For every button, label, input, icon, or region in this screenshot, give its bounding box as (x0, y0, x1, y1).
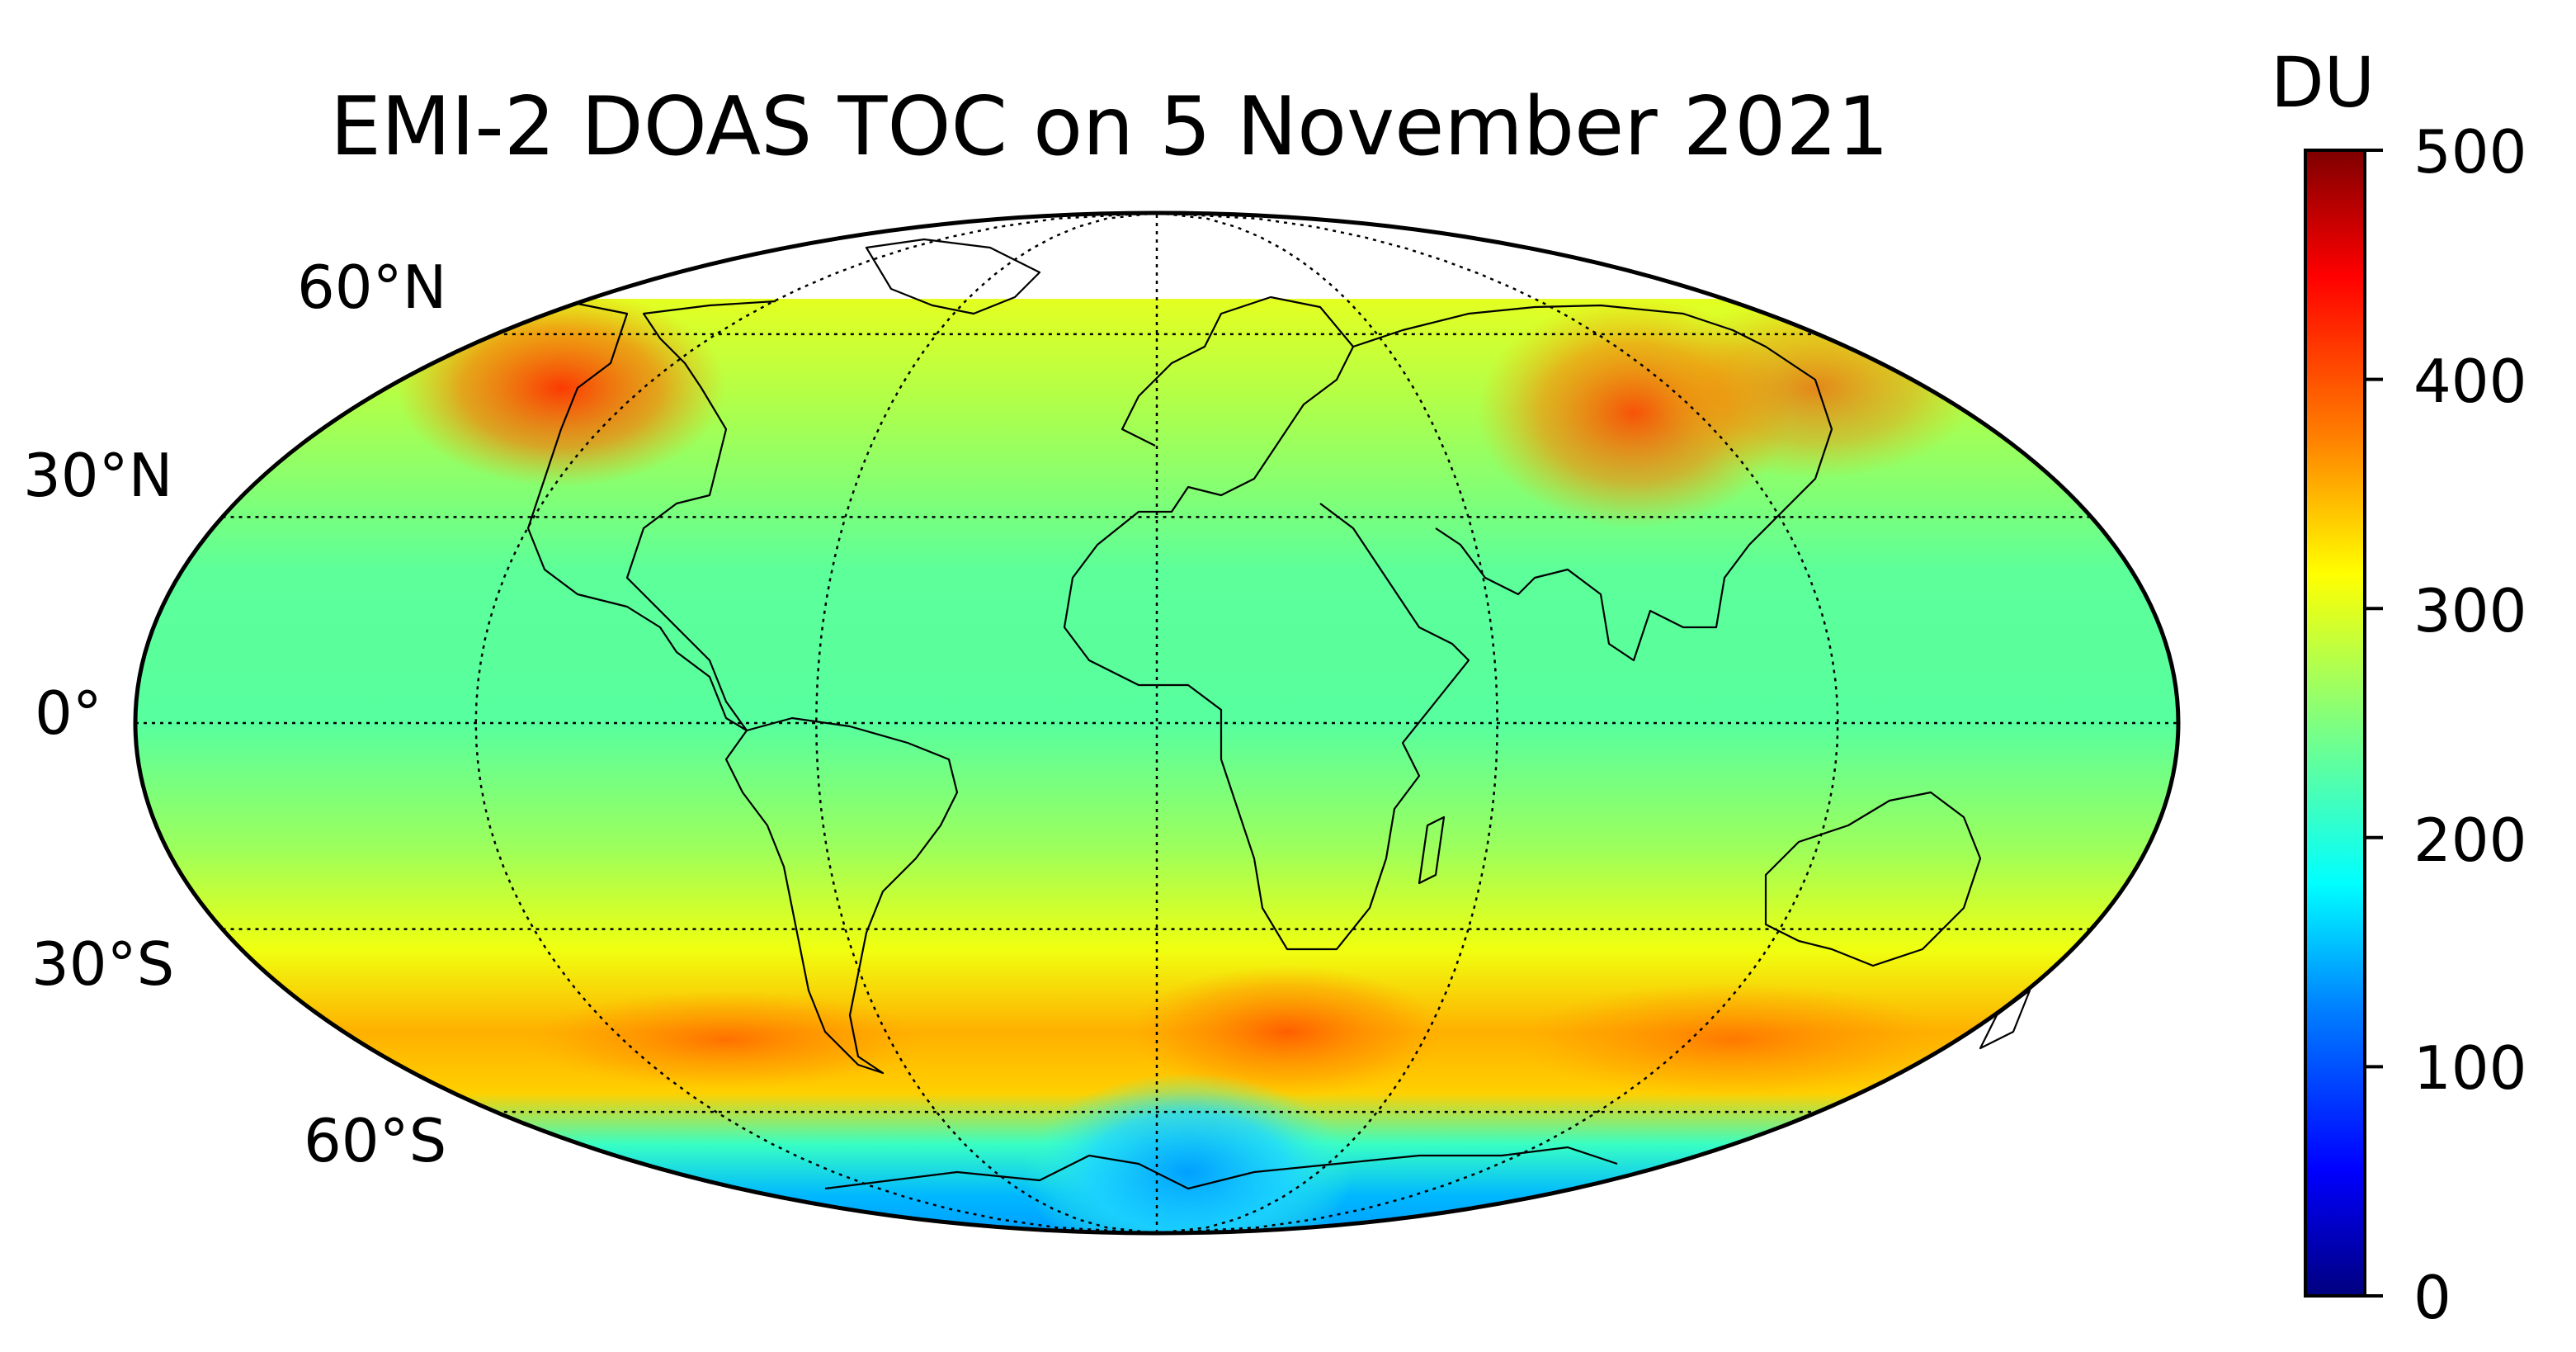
coastline-australia (1764, 791, 1982, 967)
lat-label-30s: 30°S (31, 929, 175, 999)
coastline-asia (1352, 304, 1833, 662)
colorbar-tick-100: 100 (2413, 1033, 2527, 1103)
colorbar-unit: DU (2271, 42, 2375, 123)
coastline-antarctica (824, 1146, 1618, 1190)
meridian-line (474, 211, 1158, 1235)
southern-indian-ocean-maximum (1130, 966, 1444, 1098)
graticule (135, 211, 2178, 1235)
coastline-south-america (724, 716, 959, 1075)
antarctic-ozone-hole (1023, 1073, 1353, 1233)
lat-label-30n: 30°N (23, 441, 173, 510)
map-title: EMI-2 DOAS TOC on 5 November 2021 (330, 80, 1890, 174)
meridian-line (1156, 211, 1839, 1235)
map-boundary (133, 210, 2181, 1236)
colorbar-ticks (2365, 149, 2383, 1298)
coastline-greenland (865, 238, 1041, 315)
coastline-north-america (526, 300, 776, 732)
colorbar-tick-300: 300 (2413, 576, 2527, 645)
lat-label-60s: 60°S (304, 1106, 447, 1175)
coastline-madagascar (1418, 815, 1446, 885)
coastline-europe-africa (1063, 295, 1470, 951)
colorbar-tick-500: 500 (2413, 117, 2527, 187)
lat-label-60n: 60°N (297, 253, 447, 322)
colorbar-tick-200: 200 (2413, 806, 2527, 875)
colorbar-tick-0: 0 (2413, 1263, 2451, 1332)
south-pacific-east-maximum (1518, 982, 1947, 1098)
colorbar (2304, 149, 2383, 1298)
colorbar-tick-400: 400 (2413, 347, 2527, 416)
south-pacific-maximum (528, 990, 924, 1090)
lat-label-equator: 0° (35, 678, 102, 748)
colorbar-gradient (2304, 149, 2366, 1298)
